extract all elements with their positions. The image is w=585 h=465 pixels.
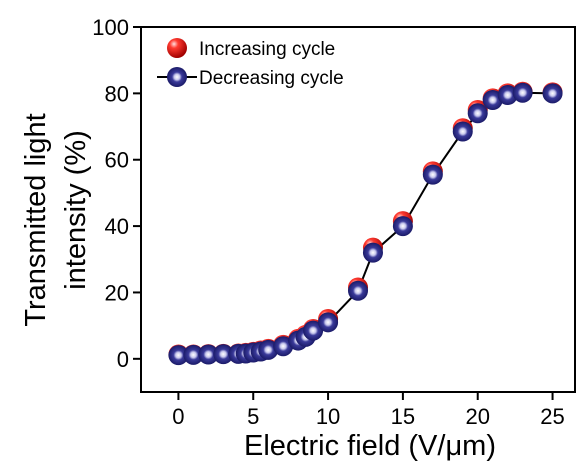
x-tick-label: 25 xyxy=(540,404,564,429)
point-decreasing xyxy=(467,103,488,124)
x-tick-label: 10 xyxy=(316,404,340,429)
point-decreasing xyxy=(303,320,324,341)
legend: Increasing cycle Decreasing cycle xyxy=(157,38,344,89)
point-decreasing xyxy=(213,344,234,365)
legend-label-decreasing: Decreasing cycle xyxy=(199,68,344,89)
point-decreasing xyxy=(542,83,563,104)
y-tick-label: 20 xyxy=(105,280,129,305)
legend-marker-decreasing xyxy=(167,67,187,87)
point-decreasing xyxy=(168,345,189,366)
legend-label-increasing: Increasing cycle xyxy=(199,39,335,60)
x-tick-label: 5 xyxy=(247,404,259,429)
point-decreasing xyxy=(198,344,219,365)
point-decreasing xyxy=(348,280,368,301)
x-tick-label: 20 xyxy=(465,404,489,429)
point-decreasing xyxy=(258,339,279,360)
point-decreasing xyxy=(318,312,339,333)
x-tick-label: 15 xyxy=(391,404,415,429)
y-tick-label: 0 xyxy=(117,347,129,372)
series-line-decreasing xyxy=(178,91,553,357)
point-decreasing xyxy=(362,242,383,263)
y-tick-label: 100 xyxy=(92,15,129,40)
y-axis-title-line-1: Transmitted light xyxy=(20,113,52,326)
point-decreasing xyxy=(422,164,443,185)
point-decreasing xyxy=(497,85,518,106)
plot-area-frame xyxy=(140,26,576,393)
y-tick-label: 60 xyxy=(105,148,129,173)
x-axis-title: Electric field (V/μm) xyxy=(244,430,496,462)
point-decreasing xyxy=(183,344,204,365)
y-tick-label: 40 xyxy=(105,214,129,239)
point-decreasing xyxy=(512,82,533,103)
y-tick-label: 80 xyxy=(105,81,129,106)
legend-marker-increasing xyxy=(167,38,187,58)
point-decreasing xyxy=(452,121,473,142)
point-decreasing xyxy=(392,216,413,237)
y-axis-title-line-2: intensity (%) xyxy=(60,130,92,290)
x-tick-label: 0 xyxy=(172,404,184,429)
